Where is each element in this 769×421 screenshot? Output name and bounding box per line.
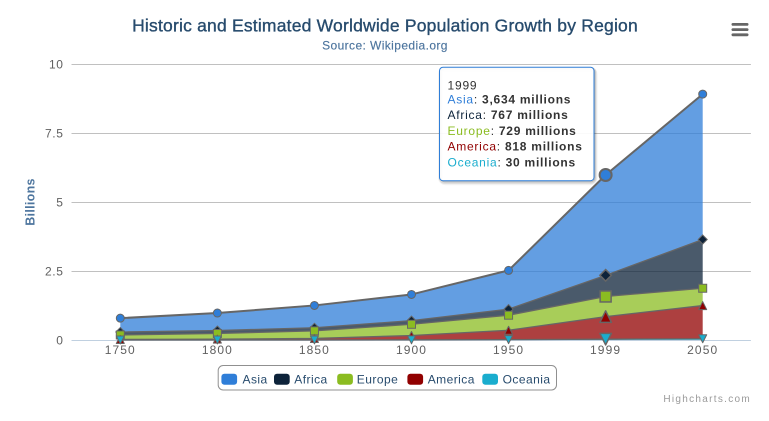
- svg-text:Source: Wikipedia.org: Source: Wikipedia.org: [322, 38, 448, 52]
- svg-text:1950: 1950: [493, 343, 524, 357]
- svg-text:2050: 2050: [687, 343, 718, 357]
- svg-text:0: 0: [56, 333, 63, 347]
- svg-text:Europe: 729 millions: Europe: 729 millions: [448, 124, 577, 138]
- svg-text:Oceania: 30 millions: Oceania: 30 millions: [448, 156, 576, 170]
- svg-text:2.5: 2.5: [45, 264, 63, 278]
- svg-text:5: 5: [56, 195, 63, 209]
- svg-text:Africa: Africa: [294, 372, 327, 386]
- svg-text:America: 818 millions: America: 818 millions: [448, 140, 583, 154]
- svg-text:Africa: 767 millions: Africa: 767 millions: [448, 108, 569, 122]
- svg-text:1999: 1999: [448, 78, 478, 92]
- svg-text:Oceania: Oceania: [503, 372, 551, 386]
- svg-text:Asia: Asia: [243, 372, 268, 386]
- svg-text:7.5: 7.5: [45, 126, 63, 140]
- svg-text:Europe: Europe: [357, 372, 398, 386]
- svg-text:Historic and Estimated Worldwi: Historic and Estimated Worldwide Populat…: [132, 16, 638, 36]
- svg-text:Asia: 3,634 millions: Asia: 3,634 millions: [448, 92, 572, 106]
- svg-text:1750: 1750: [105, 343, 136, 357]
- svg-text:America: America: [428, 372, 475, 386]
- svg-text:Highcharts.com: Highcharts.com: [663, 394, 751, 405]
- svg-text:1900: 1900: [396, 343, 427, 357]
- svg-text:1850: 1850: [299, 343, 330, 357]
- svg-text:1999: 1999: [590, 343, 621, 357]
- svg-text:10: 10: [49, 57, 64, 71]
- svg-text:Billions: Billions: [24, 178, 38, 226]
- svg-text:1800: 1800: [202, 343, 233, 357]
